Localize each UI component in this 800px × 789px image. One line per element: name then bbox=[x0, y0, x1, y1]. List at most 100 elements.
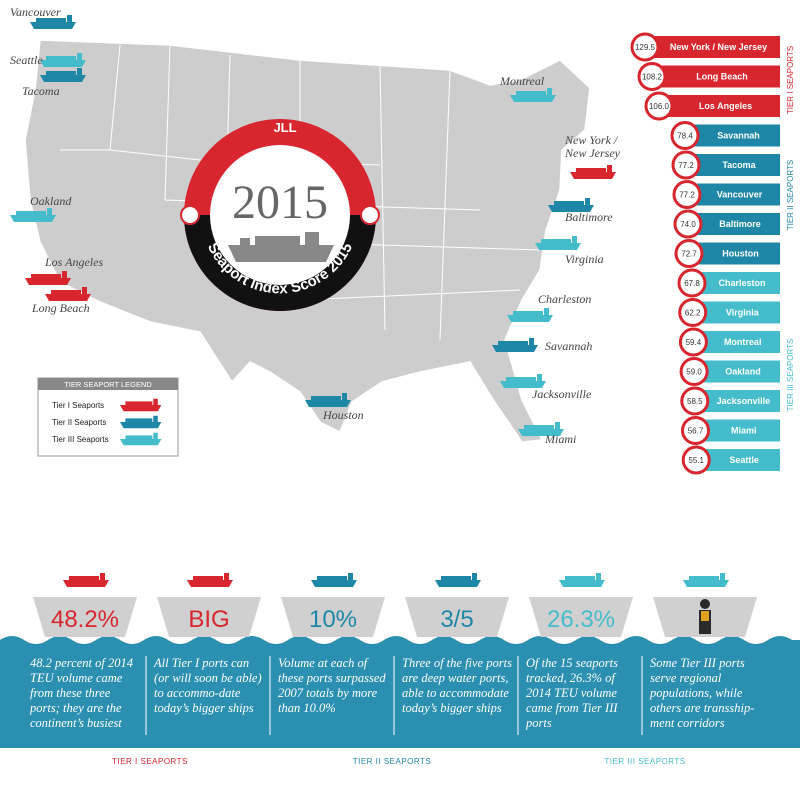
stat-headline: 10% bbox=[309, 606, 357, 633]
wave-band bbox=[0, 636, 800, 748]
footer-tier-label: TIER II SEAPORTS bbox=[352, 757, 432, 766]
city-label: Virginia bbox=[565, 252, 604, 266]
ship-icon bbox=[518, 422, 564, 436]
rank-bar bbox=[667, 95, 780, 117]
score-label: 108.2 bbox=[642, 73, 663, 82]
port-name: Long Beach bbox=[696, 72, 748, 82]
score-label: 106.0 bbox=[649, 102, 670, 111]
badge-ship bbox=[228, 232, 334, 262]
city-label: Oakland bbox=[30, 194, 72, 208]
hull bbox=[157, 597, 261, 637]
score-label: 59.4 bbox=[686, 338, 702, 347]
ship-icon bbox=[305, 393, 351, 407]
tier-side-label: TIER I SEAPORTS bbox=[786, 46, 795, 114]
city-label: Charleston bbox=[538, 292, 592, 306]
score-label: 129.5 bbox=[635, 43, 656, 52]
stat-text: All Tier I ports can (or will soon be ab… bbox=[154, 656, 262, 715]
score-badge bbox=[679, 357, 709, 386]
port-name: Baltimore bbox=[719, 219, 761, 229]
ship-icon bbox=[435, 573, 481, 587]
legend-title-bar bbox=[38, 378, 178, 390]
ship-icon bbox=[63, 573, 109, 587]
ship-icon bbox=[548, 198, 594, 212]
rank-bar bbox=[660, 65, 780, 88]
hull bbox=[33, 597, 137, 637]
ship-icon bbox=[10, 208, 56, 222]
rank-bar bbox=[702, 390, 780, 412]
city-label: Los Angeles bbox=[45, 255, 104, 269]
port-name: Jacksonville bbox=[717, 396, 771, 406]
port-name: Oakland bbox=[725, 367, 761, 377]
ship-icon bbox=[40, 53, 86, 67]
rank-bar bbox=[653, 36, 780, 58]
score-label: 59.0 bbox=[686, 368, 702, 377]
ship-icon bbox=[187, 573, 233, 587]
tier-side-label: TIER III SEAPORTS bbox=[786, 339, 795, 412]
ship-icon bbox=[492, 338, 538, 352]
city-label: Miami bbox=[545, 432, 577, 446]
rank-bar bbox=[696, 213, 780, 235]
ship-icon bbox=[25, 271, 71, 285]
badge-emblem-left bbox=[180, 205, 200, 225]
ship-icon bbox=[570, 165, 616, 179]
legend-label: Tier III Seaports bbox=[52, 435, 109, 444]
footer-tier-label: TIER I SEAPORTS bbox=[112, 757, 188, 766]
port-name: Miami bbox=[731, 426, 757, 436]
rank-bar bbox=[704, 449, 780, 471]
badge-brand: JLL bbox=[273, 120, 296, 135]
port-name: Tacoma bbox=[722, 160, 756, 170]
legend-title: TIER SEAPORT LEGEND bbox=[64, 380, 152, 389]
ship-icon bbox=[507, 308, 553, 322]
score-label: 72.7 bbox=[681, 250, 697, 259]
port-name: New York / New Jersey bbox=[670, 42, 767, 52]
score-badge bbox=[677, 268, 707, 298]
ship-icon bbox=[559, 573, 605, 587]
score-badge bbox=[674, 239, 704, 268]
ship-icon bbox=[311, 573, 357, 587]
city-label: Savannah bbox=[545, 339, 593, 353]
ship-icon bbox=[30, 15, 76, 29]
person-vest bbox=[701, 611, 709, 621]
port-name: Charleston bbox=[718, 278, 765, 288]
rank-bar bbox=[702, 360, 780, 383]
score-label: 62.2 bbox=[685, 309, 701, 318]
city-label: Seattle bbox=[10, 53, 43, 67]
ship-icon bbox=[500, 374, 546, 388]
stat-text: Some Tier III ports serve regional popul… bbox=[650, 656, 755, 730]
score-badge bbox=[678, 327, 708, 357]
ship-icon bbox=[120, 432, 162, 446]
score-badge bbox=[673, 209, 703, 239]
score-badge bbox=[680, 386, 710, 416]
score-label: 77.2 bbox=[678, 161, 694, 170]
port-name: Seattle bbox=[729, 455, 759, 465]
score-badge bbox=[672, 180, 702, 209]
port-name: Los Angeles bbox=[699, 101, 752, 111]
score-label: 56.7 bbox=[688, 427, 704, 436]
rank-bar bbox=[700, 272, 780, 294]
port-name: Houston bbox=[722, 249, 759, 259]
rank-bar bbox=[695, 183, 780, 206]
port-name: Montreal bbox=[724, 337, 762, 347]
rank-bar bbox=[701, 331, 780, 353]
hull bbox=[405, 597, 509, 637]
ship-icon bbox=[683, 573, 729, 587]
rank-bar bbox=[703, 419, 780, 442]
city-label: Houston bbox=[323, 408, 364, 422]
score-label: 55.1 bbox=[688, 456, 704, 465]
score-label: 77.2 bbox=[679, 191, 695, 200]
hull bbox=[281, 597, 385, 637]
port-name: Virginia bbox=[726, 308, 760, 318]
stat-text: Of the 15 seaports tracked, 26.3% of 201… bbox=[526, 656, 619, 730]
stat-headline: 48.2% bbox=[51, 606, 119, 633]
rank-bar bbox=[697, 242, 780, 265]
ship-icon bbox=[120, 415, 162, 429]
ship-icon bbox=[120, 398, 162, 412]
score-badge bbox=[681, 416, 710, 445]
badge-emblem-right bbox=[360, 205, 380, 225]
ship-icon bbox=[45, 287, 91, 301]
port-name: Savannah bbox=[717, 131, 760, 141]
score-label: 78.4 bbox=[677, 132, 693, 141]
score-badge bbox=[670, 121, 700, 150]
stat-headline: 3/5 bbox=[440, 606, 473, 633]
